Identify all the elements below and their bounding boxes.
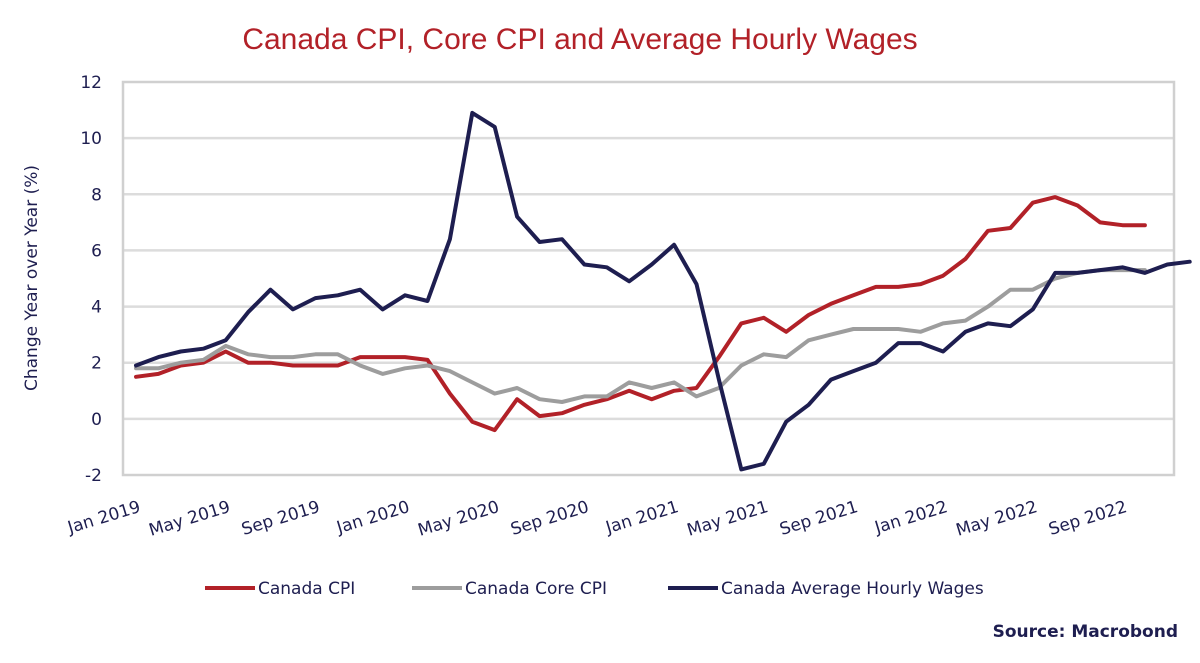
chart-title: Canada CPI, Core CPI and Average Hourly …: [242, 23, 917, 56]
legend-item-canada-average-hourly-wages: Canada Average Hourly Wages: [668, 579, 984, 599]
source-note: Source: Macrobond: [993, 622, 1178, 642]
x-tick-label: May 2022: [954, 497, 1040, 541]
x-tick-label: May 2021: [685, 497, 771, 541]
legend-label: Canada Average Hourly Wages: [721, 579, 984, 599]
x-tick-label: May 2019: [147, 497, 233, 541]
legend-label: Canada CPI: [258, 579, 355, 599]
series-line-canada-average-hourly-wages: [134, 110, 1192, 472]
y-tick-label: -2: [85, 466, 102, 486]
x-tick-label: Jan 2019: [65, 497, 143, 538]
x-tick-label: Sep 2021: [777, 497, 860, 540]
x-tick-label: Sep 2020: [508, 497, 591, 540]
plot-border: [121, 80, 1176, 477]
series-lines: [134, 110, 1192, 472]
y-tick-label: 4: [91, 298, 102, 318]
y-tick-label: 8: [91, 185, 102, 205]
legend-label: Canada Core CPI: [465, 579, 607, 599]
x-tick-label: Jan 2022: [872, 497, 950, 538]
series-line-canada-core-cpi: [134, 268, 1147, 404]
legend: Canada CPI Canada Core CPI Canada Average …: [205, 579, 984, 599]
x-tick-label: Jan 2020: [334, 497, 412, 538]
x-tick-label: May 2020: [416, 497, 502, 541]
y-tick-label: 12: [80, 73, 102, 93]
y-tick-label: 0: [91, 410, 102, 430]
legend-item-canada-cpi: Canada CPI: [205, 579, 355, 599]
x-tick-label: Sep 2019: [239, 497, 322, 540]
y-axis-label: Change Year over Year (%): [22, 165, 42, 391]
y-tick-label: 2: [91, 354, 102, 374]
legend-item-canada-core-cpi: Canada Core CPI: [412, 579, 607, 599]
series-line-canada-cpi: [134, 195, 1147, 433]
gridlines: [123, 136, 1174, 421]
x-tick-label: Sep 2022: [1046, 497, 1129, 540]
x-tick-label: Jan 2021: [603, 497, 681, 538]
y-tick-label: 6: [91, 241, 102, 261]
y-tick-label: 10: [80, 129, 102, 149]
plot-frame: [121, 80, 1176, 477]
y-axis-ticks: -2 0 2 4 6 8 10 12: [80, 73, 102, 486]
x-axis-ticks: Jan 2019 May 2019 Sep 2019 Jan 2020 May 2020…: [65, 497, 1130, 541]
